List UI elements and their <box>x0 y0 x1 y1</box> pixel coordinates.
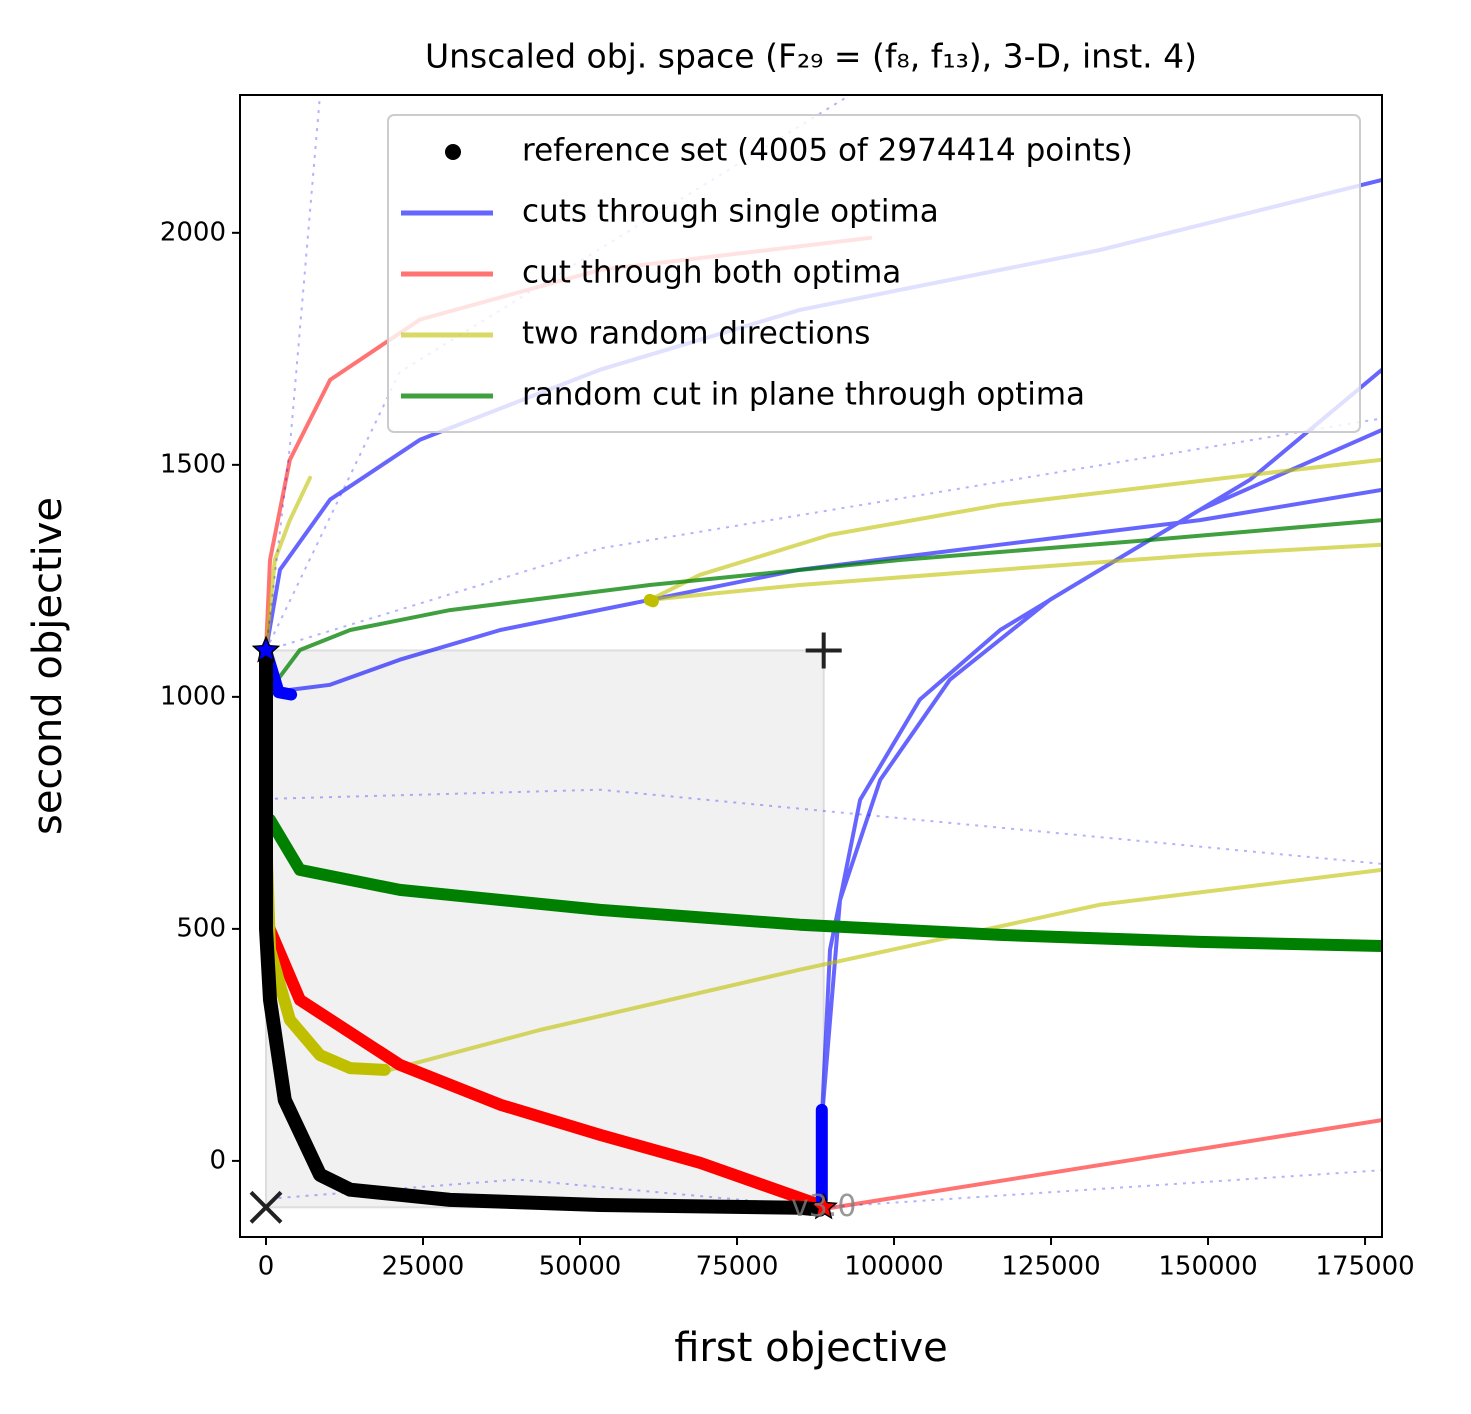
x-tick-label: 75000 <box>696 1252 779 1282</box>
chart-title: Unscaled obj. space (F₂₉ = (f₈, f₁₃), 3-… <box>425 37 1197 76</box>
y-tick-label: 500 <box>176 913 226 943</box>
x-tick-label: 150000 <box>1158 1252 1257 1282</box>
overlay: v3.0 reference set (4005 of 2974414 point… <box>249 114 1361 1224</box>
reference-set <box>259 643 827 1217</box>
y-axis-label: second objective <box>25 497 71 835</box>
axes-frame <box>239 94 1383 1238</box>
x-tick-label: 50000 <box>539 1252 622 1282</box>
plot-area <box>259 95 1382 1217</box>
y-tick-label: 1000 <box>160 681 226 711</box>
legend-label: random cut in plane through optima <box>522 377 1085 413</box>
plus-marker <box>805 632 842 669</box>
x-marker <box>249 1190 283 1224</box>
x-tick-label: 100000 <box>844 1252 943 1282</box>
x-tick-label: 0 <box>258 1252 275 1282</box>
star-marker <box>251 635 281 663</box>
x-tick-label: 25000 <box>382 1252 465 1282</box>
star-marker <box>809 1192 838 1220</box>
series-line <box>264 457 1382 1072</box>
legend-label: cut through both optima <box>522 255 901 291</box>
y-tick-label: 0 <box>209 1145 226 1175</box>
x-tick-label: 175000 <box>1315 1252 1414 1282</box>
annotation: v3.0 <box>791 1189 856 1224</box>
x-axis-label: first objective <box>674 1325 948 1371</box>
y-tick-label: 1500 <box>160 449 226 479</box>
y-tick-label: 2000 <box>160 217 226 247</box>
legend-label: reference set (4005 of 2974414 points) <box>522 133 1133 169</box>
x-tick-label: 125000 <box>1001 1252 1100 1282</box>
series-line <box>268 518 1382 692</box>
legend-box <box>387 114 1361 433</box>
legend-label: two random directions <box>522 316 870 352</box>
legend-label: cuts through single optima <box>522 194 939 230</box>
legend-marker <box>445 144 461 160</box>
